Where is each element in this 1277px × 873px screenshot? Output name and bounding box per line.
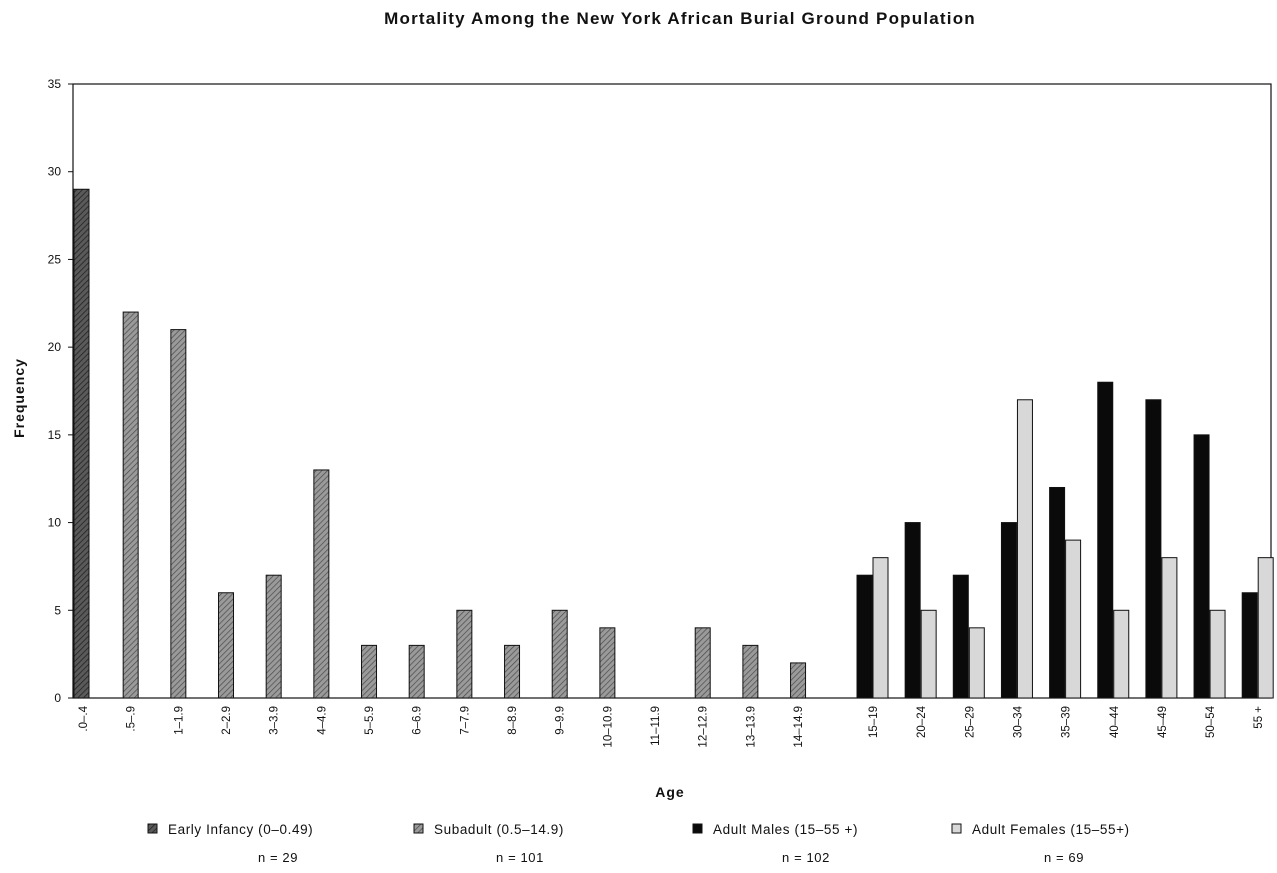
x-tick-label: 35–39 [1061, 706, 1073, 738]
x-tick-label: 20–24 [916, 705, 928, 738]
bar-subadult-10 [551, 609, 568, 699]
bar-subadult-14 [742, 644, 759, 699]
legend-swatch [692, 823, 703, 834]
legend-label: Adult Females (15–55+) [972, 822, 1130, 837]
x-tick-label: .5–.9 [126, 706, 138, 732]
bar-subadult-4 [265, 574, 282, 699]
x-tick-label: 12–12.9 [698, 706, 710, 748]
bar-subadult-7 [408, 644, 425, 699]
bar-subadult-8 [456, 609, 473, 699]
bar-adult-21 [1097, 381, 1114, 699]
x-tick-label: 50–54 [1205, 705, 1217, 738]
bar-subadult-1 [122, 311, 139, 699]
legend-label: Adult Males (15–55 +) [713, 822, 858, 837]
bar-subadult-6 [361, 644, 378, 699]
legend-swatch [147, 823, 158, 834]
y-tick-label: 35 [48, 77, 62, 91]
y-tick-label: 20 [48, 340, 62, 354]
bar-adult-22 [1145, 399, 1162, 699]
legend-label: Early Infancy (0–0.49) [168, 822, 313, 837]
bar-adult-17 [920, 609, 937, 699]
legend-swatch [951, 823, 962, 834]
y-tick-label: 15 [48, 428, 62, 442]
x-tick-label: 7–7.9 [459, 706, 471, 735]
legend-n-label: n = 101 [496, 850, 544, 865]
x-tick-label: 9–9.9 [555, 706, 567, 735]
bar-adult-21 [1113, 609, 1130, 699]
x-tick-label: 3–3.9 [269, 706, 281, 735]
x-tick-label: 8–8.9 [507, 706, 519, 735]
x-tick-label: 6–6.9 [412, 706, 424, 735]
x-tick-label: 5–5.9 [364, 706, 376, 735]
bar-adult-20 [1065, 539, 1082, 699]
x-tick-label: 15–19 [868, 706, 880, 738]
bar-subadult-15 [790, 662, 807, 699]
bar-subadult-3 [218, 592, 235, 699]
bar-adult-19 [1016, 399, 1033, 699]
x-tick-label: 2–2.9 [221, 706, 233, 735]
bar-adult-19 [1000, 522, 1017, 699]
legend: Early Infancy (0–0.49) n = 29 Subadult (0.… [147, 822, 1130, 865]
y-tick-label: 0 [54, 691, 61, 705]
y-tick-label: 30 [48, 165, 62, 179]
bar-adult-20 [1049, 486, 1066, 699]
bar-subadult-5 [313, 469, 330, 699]
legend-n-label: n = 69 [1044, 850, 1084, 865]
x-tick-label: 25–29 [964, 706, 976, 738]
legend-label: Subadult (0.5–14.9) [434, 822, 564, 837]
bar-adult-23 [1193, 434, 1210, 699]
bar-adult-24 [1257, 557, 1274, 699]
chart-title: Mortality Among the New York African Bur… [384, 9, 976, 28]
x-tick-label: 30–34 [1012, 705, 1024, 738]
plot-frame [72, 83, 1272, 699]
y-tick-label: 25 [48, 252, 62, 266]
x-tick-label: 10–10.9 [602, 706, 614, 748]
x-tick-label: .0–.4 [78, 705, 90, 731]
x-tick-label: 13–13.9 [745, 706, 757, 748]
legend-n-label: n = 102 [782, 850, 830, 865]
bar-adult-18 [968, 627, 985, 699]
bar-subadult-2 [170, 329, 187, 699]
bar-adult-23 [1209, 609, 1226, 699]
bar-adult-16 [872, 557, 889, 699]
bar-subadult-9 [504, 644, 521, 699]
y-axis: 0 5 10 15 20 25 30 35 [48, 77, 73, 705]
bar-adult-18 [952, 574, 969, 699]
y-tick-label: 5 [54, 603, 61, 617]
bar-early-0 [73, 188, 90, 699]
x-tick-label: 40–44 [1109, 705, 1121, 738]
x-axis-label: Age [655, 784, 684, 800]
bars-group [73, 188, 1274, 699]
bar-adult-17 [904, 522, 921, 699]
bar-subadult-11 [599, 627, 616, 699]
x-tick-label: 4–4.9 [316, 706, 328, 735]
x-tick-label: 45–49 [1157, 706, 1169, 738]
legend-n-label: n = 29 [258, 850, 298, 865]
bar-adult-16 [856, 574, 873, 699]
bar-adult-22 [1161, 557, 1178, 699]
x-tick-label: 1–1.9 [173, 706, 185, 735]
x-tick-label: 11–11.9 [650, 706, 662, 746]
y-tick-label: 10 [48, 516, 62, 530]
legend-swatch [413, 823, 424, 834]
x-tick-label: 55 + [1253, 706, 1265, 729]
x-tick-label: 14–14.9 [793, 706, 805, 748]
bar-subadult-13 [694, 627, 711, 699]
bar-adult-24 [1241, 592, 1258, 699]
x-axis: .0–.4 .5–.9 1–1.9 2–2.9 3–3.9 4–4.9 5–5.9 6–6.9… [78, 705, 1265, 747]
y-axis-label: Frequency [11, 358, 27, 438]
